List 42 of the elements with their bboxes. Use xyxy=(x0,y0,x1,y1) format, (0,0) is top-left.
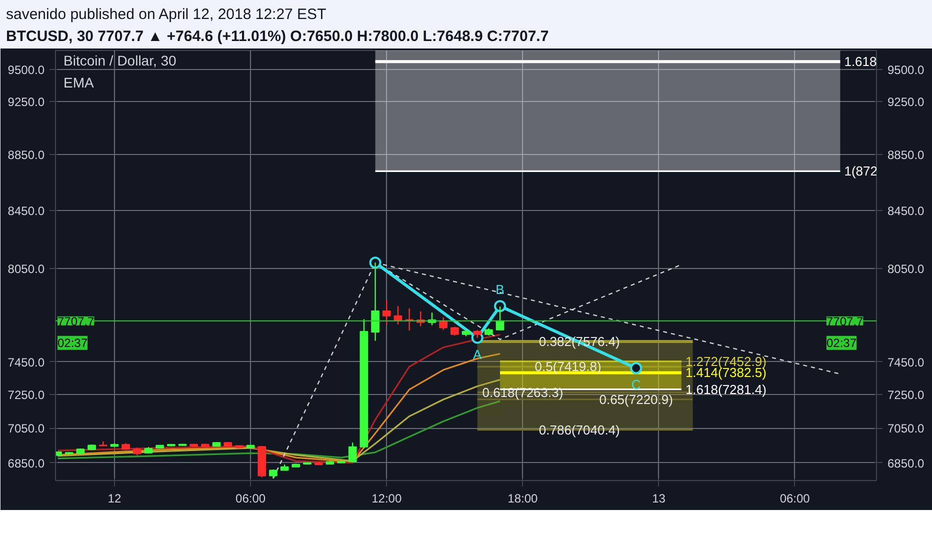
series-label: 1.618(7281.4) xyxy=(685,382,766,397)
x-tick-label: 12 xyxy=(108,492,122,506)
text: 9500.0 xyxy=(888,62,924,77)
text: 7250.0 xyxy=(888,388,924,402)
series-label: 1.272(7452.9) xyxy=(685,354,766,369)
y-tick-label: 7450.0 xyxy=(8,355,45,370)
y-tick-label: 9500.0 xyxy=(8,62,45,77)
text: 6850.0 xyxy=(888,456,924,470)
text: 7707.7 xyxy=(826,314,864,328)
text: 02:37 xyxy=(826,336,857,350)
y-tick-label: 8450.0 xyxy=(8,204,45,218)
annotation: B xyxy=(496,282,504,298)
x-tick-label: 13 xyxy=(652,492,666,506)
annotation: 0.786(7040.4) xyxy=(538,422,620,438)
series-label: 1.618 xyxy=(844,54,877,70)
annotation: EMA xyxy=(64,74,94,90)
y-tick-label: 8850.0 xyxy=(8,148,45,162)
series-label: 1(872 xyxy=(844,164,878,179)
ref-line-label: 7707.7 xyxy=(58,314,95,328)
y-tick-label: 6850.0 xyxy=(8,456,45,470)
x-tick-label: 12:00 xyxy=(372,492,402,506)
y-tick-label: 7050.0 xyxy=(8,422,45,436)
annotation: A xyxy=(473,346,482,362)
text: 7050.0 xyxy=(888,422,924,436)
chart-title: savenido published on April 12, 2018 12:27 EST xyxy=(6,5,326,25)
annotation: 0.5(7419.8) xyxy=(534,359,602,374)
text: 7450.0 xyxy=(888,355,924,370)
chart-subtitle: BTCUSD, 30 7707.7 ▲ +764.6 (+11.01%) O:7650.0 H:7800.0 L:7648.9 C:7707.7 xyxy=(6,27,549,47)
x-tick-label: 18:00 xyxy=(508,492,538,506)
text: 8050.0 xyxy=(888,262,924,276)
text: 8450.0 xyxy=(888,204,924,218)
x-tick-label: 06:00 xyxy=(236,492,266,506)
text: 8850.0 xyxy=(888,148,924,162)
y-tick-label: 8050.0 xyxy=(8,262,45,276)
y-tick-label: 9250.0 xyxy=(8,94,45,109)
x-tick-label: 06:00 xyxy=(780,492,810,506)
annotation: 02:37 xyxy=(58,336,88,350)
annotation: C xyxy=(631,377,641,392)
text: 9250.0 xyxy=(888,94,924,109)
annotation: 0.65(7220.9) xyxy=(599,392,673,407)
y-tick-label: 7250.0 xyxy=(8,388,45,402)
annotation: Bitcoin / Dollar, 30 xyxy=(64,52,177,68)
